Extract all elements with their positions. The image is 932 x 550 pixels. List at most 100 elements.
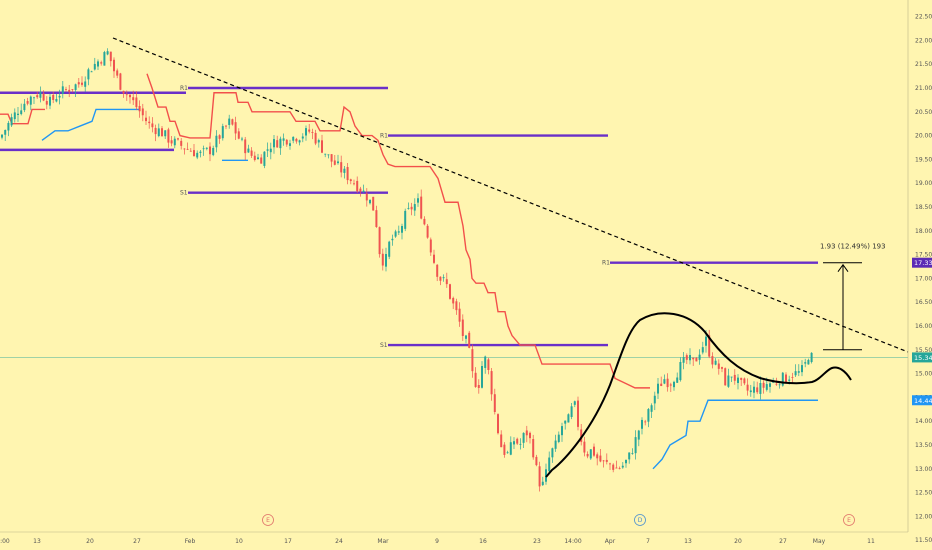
candle	[781, 371, 784, 387]
candle-body	[589, 449, 592, 459]
candle	[730, 376, 733, 383]
candle	[314, 129, 317, 146]
price-label-badge: 14.44	[912, 395, 932, 406]
candle	[573, 400, 576, 408]
candle	[791, 372, 794, 383]
event-marker-icon: D	[634, 514, 646, 526]
candle	[810, 352, 813, 364]
price-tick-label: 11.50	[915, 537, 932, 544]
candle	[442, 274, 445, 282]
candle-body	[132, 97, 135, 101]
candle-body	[612, 464, 615, 470]
price-label-badge: 17.33	[912, 257, 932, 268]
candle	[135, 91, 138, 111]
candle	[461, 314, 464, 342]
candle-body	[317, 140, 320, 143]
candle-body	[602, 460, 605, 462]
candle-body	[634, 437, 637, 454]
candle	[391, 234, 394, 246]
price-label-text: 17.33	[914, 259, 932, 267]
candle	[522, 432, 525, 449]
candle	[634, 430, 637, 460]
candle-body	[781, 372, 784, 386]
price-label-bg	[912, 257, 932, 268]
candle	[455, 298, 458, 315]
candle-body	[196, 152, 199, 158]
candle-body	[682, 357, 685, 363]
candle-body	[740, 377, 743, 380]
candle	[269, 142, 272, 160]
time-tick-label: 17	[284, 538, 292, 545]
candle-body	[679, 362, 682, 381]
candle-body	[570, 406, 573, 417]
candle-body	[423, 218, 426, 225]
candle-body	[794, 371, 797, 376]
candle	[365, 188, 368, 207]
candle	[196, 150, 199, 160]
candle	[100, 60, 103, 66]
candle-body	[74, 84, 77, 90]
candle-body	[753, 386, 755, 393]
candle	[141, 103, 144, 122]
candle	[301, 133, 304, 143]
candle-body	[410, 206, 413, 210]
candle	[298, 139, 301, 146]
candle	[97, 59, 99, 70]
candle-body	[394, 231, 397, 237]
candle-body	[113, 59, 115, 72]
candle-body	[749, 390, 752, 393]
candle-body	[273, 139, 275, 148]
candle	[7, 120, 10, 137]
candle-body	[580, 429, 583, 442]
price-tick-label: 13.00	[915, 466, 932, 473]
candle-body	[10, 117, 13, 126]
time-tick-label: 27	[779, 538, 787, 545]
candle	[225, 124, 227, 130]
candle-body	[39, 91, 42, 98]
candle-body	[721, 367, 723, 369]
candle-body	[724, 368, 727, 386]
candle	[465, 334, 467, 344]
candle	[241, 136, 243, 142]
time-tick-label: 20	[734, 538, 742, 545]
candle	[602, 460, 605, 468]
candle-body	[234, 122, 237, 134]
candle	[497, 413, 499, 435]
candle-body	[474, 372, 477, 387]
candle-body	[225, 125, 227, 127]
candle	[263, 151, 266, 169]
candle	[378, 226, 381, 258]
candle	[138, 100, 141, 118]
candle	[695, 357, 698, 362]
pivot-level-label: R1	[602, 260, 610, 267]
candle-body	[170, 140, 173, 144]
candle-body	[458, 308, 461, 322]
candle	[551, 447, 554, 463]
candle	[452, 296, 455, 310]
candle	[359, 186, 362, 197]
candle-body	[455, 301, 458, 311]
candle-body	[119, 73, 122, 90]
candle-body	[90, 71, 93, 73]
candle-body	[173, 138, 176, 146]
candle-body	[413, 204, 416, 211]
candle	[125, 90, 128, 101]
price-label-badge: 15.34	[912, 352, 932, 363]
candle	[481, 361, 483, 389]
candle	[621, 462, 624, 469]
candle-body	[84, 81, 87, 87]
candle-body	[660, 383, 663, 387]
candle	[253, 151, 256, 162]
candle	[407, 202, 410, 210]
candle	[759, 376, 762, 400]
candle-body	[596, 454, 599, 459]
candle	[599, 449, 602, 463]
candle	[356, 176, 359, 193]
price-label-bg	[912, 352, 932, 363]
event-marker-label: E	[847, 517, 851, 524]
candle-body	[401, 226, 403, 233]
candle	[375, 205, 378, 228]
candle	[273, 134, 275, 154]
candle	[637, 429, 640, 447]
